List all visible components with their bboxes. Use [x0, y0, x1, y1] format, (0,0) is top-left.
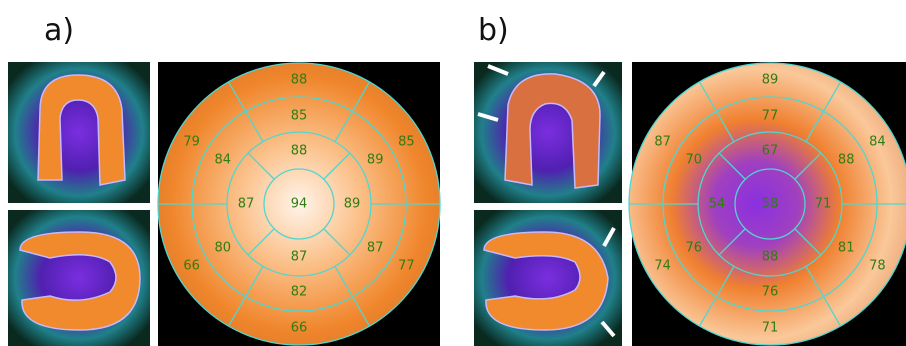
- segment-value: 84: [869, 135, 886, 150]
- segment-value: 87: [367, 241, 384, 256]
- segment-value: 94: [291, 197, 308, 212]
- segment-value: 80: [215, 241, 232, 256]
- segment-value: 88: [838, 153, 855, 168]
- segment-value: 87: [654, 135, 671, 150]
- segment-value: 70: [686, 153, 703, 168]
- segment-value: 88: [762, 250, 779, 265]
- segment-value: 76: [762, 285, 779, 300]
- segment-value: 87: [291, 250, 308, 265]
- segment-value: 89: [762, 73, 779, 88]
- segment-value: 71: [815, 197, 832, 212]
- segment-value: 88: [291, 73, 308, 88]
- segment-value: 74: [654, 259, 671, 274]
- segment-value: 82: [291, 285, 308, 300]
- segment-value: 81: [838, 241, 855, 256]
- segment-value: 76: [686, 241, 703, 256]
- segment-value: 71: [762, 321, 779, 336]
- segment-value: 54: [709, 197, 726, 212]
- slice-image: [474, 62, 622, 346]
- segment-value: 58: [762, 197, 779, 212]
- segment-value: 66: [183, 259, 200, 274]
- segment-value: 87: [238, 197, 255, 212]
- segment-value: 66: [291, 321, 308, 336]
- segment-value: 77: [398, 259, 415, 274]
- segment-value: 78: [869, 259, 886, 274]
- panel-label: b): [478, 13, 509, 48]
- segment-value: 89: [344, 197, 361, 212]
- segment-value: 79: [183, 135, 200, 150]
- panel-label: a): [44, 13, 74, 48]
- figure: a) b) 88 85 77 66 66 79 85 89 87 82 80 84 88 89 87 87 94…: [0, 0, 906, 346]
- segment-value: 84: [215, 153, 232, 168]
- segment-value: 85: [291, 109, 308, 124]
- segment-value: 77: [762, 109, 779, 124]
- segment-value: 67: [762, 144, 779, 159]
- slice-image: [8, 62, 150, 346]
- segment-value: 89: [367, 153, 384, 168]
- segment-value: 85: [398, 135, 415, 150]
- segment-value: 88: [291, 144, 308, 159]
